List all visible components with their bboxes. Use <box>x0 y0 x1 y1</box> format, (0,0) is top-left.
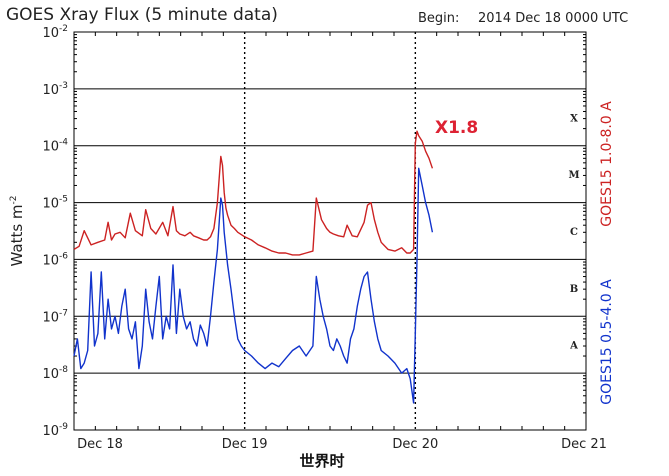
chart-title: GOES Xray Flux (5 minute data) <box>6 5 278 25</box>
y-tick-label: 10-8 <box>42 365 68 382</box>
flare-class-label: X <box>570 113 578 124</box>
y-tick-base: 10 <box>42 83 59 98</box>
y-tick-base: 10 <box>42 367 59 382</box>
y-tick-label: 10-7 <box>42 308 68 325</box>
series-line-0 <box>73 130 434 256</box>
y-tick-label: 10-2 <box>42 24 68 41</box>
y-tick-base: 10 <box>42 140 59 155</box>
x-axis-ticks: Dec 18 Dec 19 Dec 20 Dec 21 <box>77 32 607 452</box>
y-tick-exponent: -5 <box>59 195 68 205</box>
y-tick-exponent: -4 <box>59 138 68 148</box>
legend-long-channel: GOES15 1.0-8.0 A <box>599 101 615 227</box>
flare-annotation: X1.8 <box>435 118 478 138</box>
y-axis-label: Watts m-2 <box>8 195 26 266</box>
y-tick-exponent: -7 <box>59 308 68 318</box>
x-tick-label: Dec 19 <box>222 437 268 452</box>
y-tick-base: 10 <box>42 253 59 268</box>
flare-class-label: C <box>570 227 578 238</box>
flare-class-label: A <box>569 341 578 352</box>
y-tick-base: 10 <box>42 424 59 439</box>
y-tick-label: 10-3 <box>42 81 68 98</box>
y-axis-ticks: 10-210-310-410-510-610-710-810-9 <box>42 24 586 439</box>
y-tick-exponent: -8 <box>59 365 68 375</box>
begin-value: 2014 Dec 18 0000 UTC <box>478 11 628 26</box>
y-tick-exponent: -9 <box>59 422 68 432</box>
y-tick-exponent: -3 <box>59 81 68 91</box>
y-axis-label-text: Watts m <box>8 204 26 266</box>
y-tick-label: 10-6 <box>42 251 68 268</box>
flare-class-labels: X M C B A <box>568 113 579 351</box>
x-axis-label: 世界时 <box>299 452 344 470</box>
x-tick-label: Dec 21 <box>561 437 607 452</box>
grid-layer <box>74 32 586 430</box>
y-tick-exponent: -6 <box>59 251 68 261</box>
y-tick-base: 10 <box>42 197 59 212</box>
y-tick-label: 10-4 <box>42 138 68 155</box>
plot-frame <box>73 31 587 431</box>
series-layer <box>73 130 434 404</box>
y-axis-label-exponent: -2 <box>9 195 19 204</box>
y-tick-label: 10-9 <box>42 422 68 439</box>
x-tick-label: Dec 20 <box>392 437 438 452</box>
y-tick-base: 10 <box>42 26 59 41</box>
begin-label: Begin: <box>418 11 459 26</box>
y-tick-exponent: -2 <box>59 24 68 34</box>
flare-class-label: B <box>570 284 578 295</box>
series-line-1 <box>73 167 434 404</box>
legend-short-channel: GOES15 0.5-4.0 A <box>599 279 615 405</box>
y-tick-base: 10 <box>42 310 59 325</box>
flare-class-label: M <box>568 170 579 181</box>
y-tick-label: 10-5 <box>42 195 68 212</box>
x-tick-label: Dec 18 <box>77 437 123 452</box>
